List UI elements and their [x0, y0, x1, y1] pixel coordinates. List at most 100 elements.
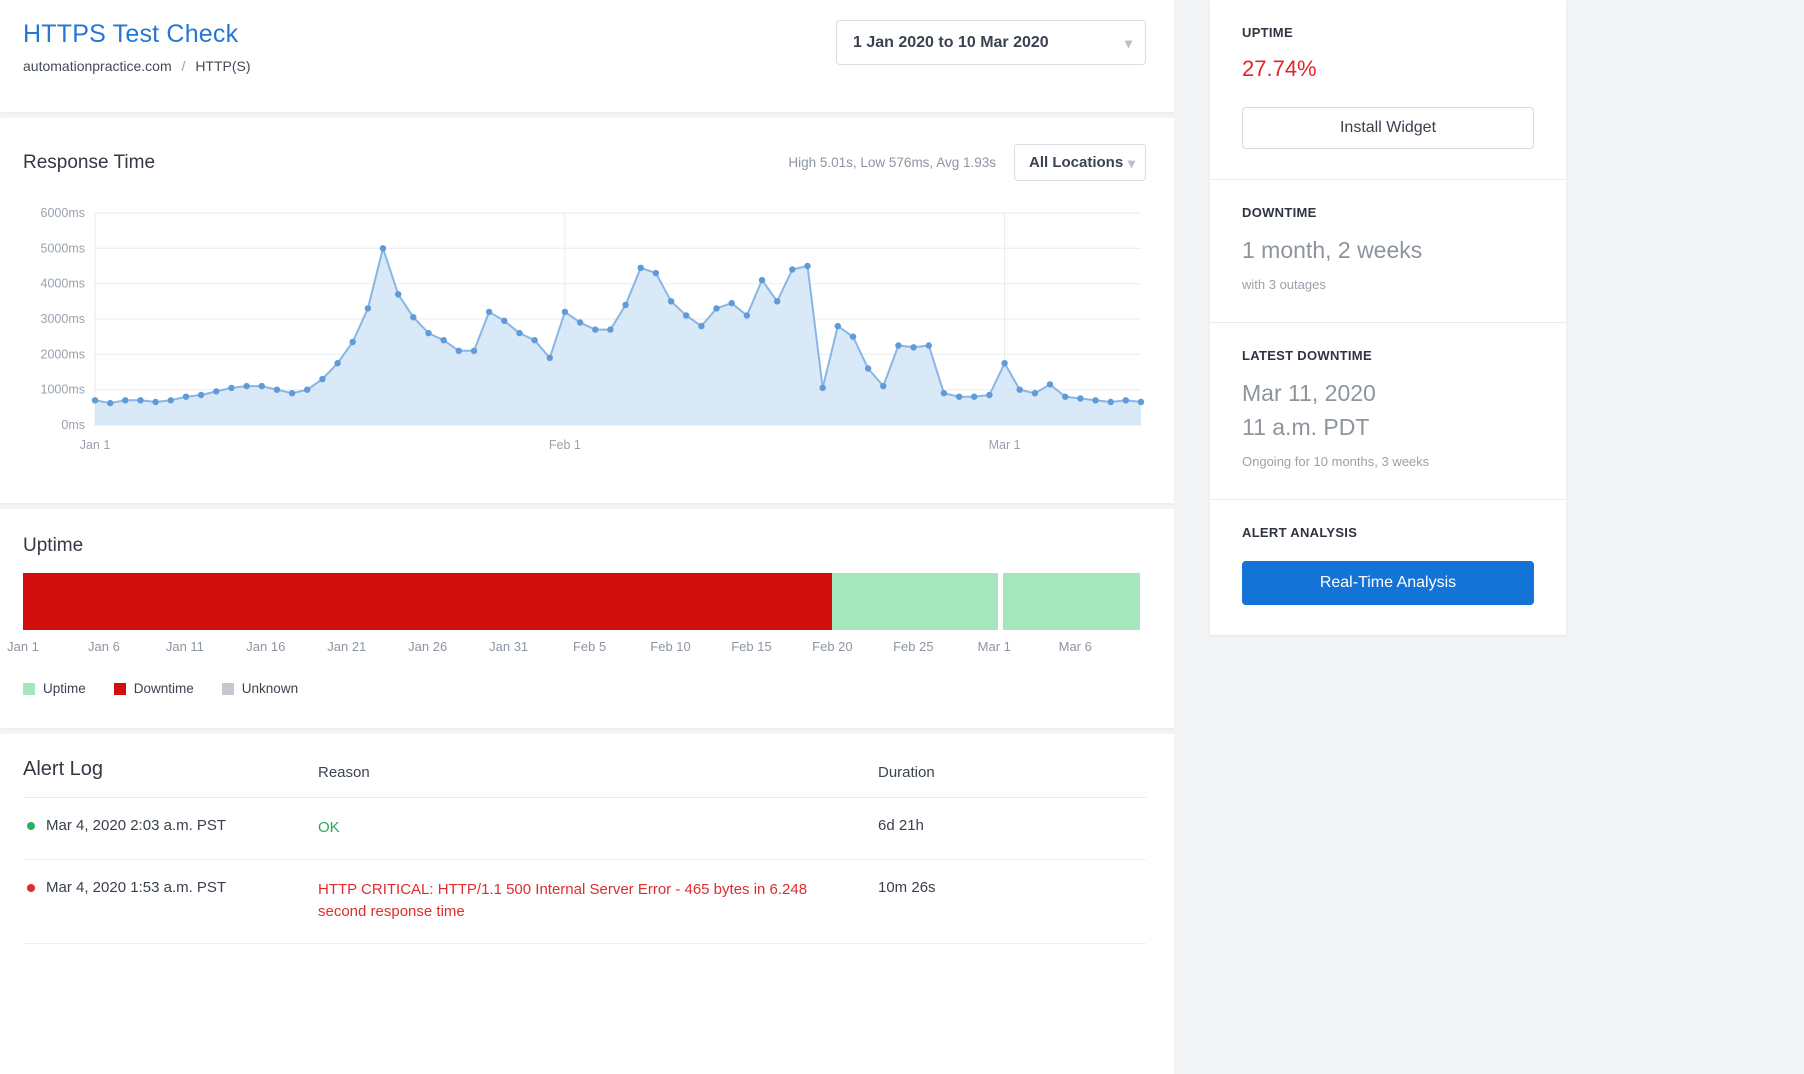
alert-log-section: Alert Log Reason Duration Mar 4, 2020 2:… — [0, 734, 1174, 1074]
uptime-axis-label: Jan 21 — [327, 639, 367, 654]
data-point — [349, 338, 356, 346]
alert-reason: OK — [318, 819, 340, 836]
x-axis-label: Feb 1 — [549, 438, 581, 452]
alert-log-rows: Mar 4, 2020 2:03 a.m. PST OK 6d 21h Mar 4, … — [23, 798, 1146, 944]
alert-analysis: ALERT ANALYSIS Real-Time Analysis — [1210, 499, 1566, 635]
downtime-outages: with 3 outages — [1242, 277, 1326, 293]
legend-swatch — [23, 682, 35, 695]
data-point — [1107, 398, 1114, 406]
legend-item-downtime: Downtime — [113, 681, 194, 696]
response-time-stats: High 5.01s, Low 576ms, Avg 1.93s — [788, 155, 996, 170]
data-point — [455, 347, 462, 354]
data-point — [485, 308, 493, 316]
alert-duration: 10m 26s — [878, 878, 936, 896]
uptime-legend: Uptime Downtime Unknown — [23, 681, 1140, 696]
data-point — [561, 308, 569, 316]
downtime-duration: 1 month, 2 weeks — [1242, 237, 1423, 263]
data-point — [789, 266, 796, 273]
chevron-down-icon: ▾ — [1124, 34, 1132, 51]
data-point — [152, 398, 159, 406]
y-axis-label: 1000ms — [41, 383, 85, 397]
latest-downtime-summary: LATEST DOWNTIME Mar 11, 2020 11 a.m. PDT… — [1210, 322, 1566, 499]
data-point — [1092, 397, 1099, 404]
legend-label: Uptime — [43, 681, 86, 696]
uptime-axis-label: Feb 15 — [731, 639, 772, 654]
data-point — [652, 269, 660, 277]
data-point — [425, 329, 432, 337]
data-point — [834, 322, 841, 330]
latest-downtime-value: Mar 11, 2020 11 a.m. PDT — [1242, 377, 1534, 444]
data-point — [758, 276, 766, 284]
data-point — [940, 390, 948, 397]
data-point — [334, 360, 341, 367]
status-dot-up — [27, 822, 35, 830]
data-point — [819, 384, 826, 392]
alert-analysis-label: ALERT ANALYSIS — [1242, 525, 1358, 541]
data-point — [804, 262, 811, 270]
data-point — [728, 299, 735, 307]
data-point — [440, 337, 447, 344]
data-point — [637, 264, 644, 271]
x-axis-label: Mar 1 — [989, 438, 1021, 452]
chart-line — [94, 244, 1142, 405]
uptime-axis-label: Jan 1 — [7, 639, 39, 654]
location-filter-value: All Locations — [1029, 154, 1124, 171]
breadcrumb-site[interactable]: automationpractice.com — [23, 58, 172, 74]
main-column: HTTPS Test Check automationpractice.com … — [0, 0, 1174, 1074]
section-title-alert-log: Alert Log — [23, 758, 104, 780]
data-point — [501, 317, 508, 324]
data-point — [683, 312, 690, 319]
data-point — [395, 291, 402, 298]
summary-sidebar: UPTIME 27.74% Install Widget DOWNTIME 1 … — [1210, 0, 1566, 636]
breadcrumb-check-type: HTTP(S) — [195, 58, 251, 74]
data-point — [1137, 398, 1145, 406]
data-point — [182, 393, 190, 400]
downtime-summary: DOWNTIME 1 month, 2 weeks with 3 outages — [1210, 179, 1566, 322]
real-time-analysis-button[interactable]: Real-Time Analysis — [1242, 561, 1534, 606]
data-point — [849, 333, 857, 340]
latest-downtime-time: 11 a.m. PDT — [1242, 413, 1370, 440]
install-widget-button[interactable]: Install Widget — [1242, 107, 1534, 149]
chart-area-fill — [95, 248, 1141, 425]
alert-duration: 6d 21h — [878, 817, 924, 834]
data-point — [288, 390, 296, 397]
uptime-axis-label: Jan 11 — [165, 639, 204, 654]
data-point — [895, 342, 902, 349]
latest-downtime-note: Ongoing for 10 months, 3 weeks — [1242, 454, 1430, 470]
uptime-summary: UPTIME 27.74% Install Widget — [1210, 0, 1566, 179]
data-point — [910, 344, 917, 351]
uptime-percentage: 27.74% — [1242, 56, 1317, 81]
uptime-axis-label: Jan 6 — [88, 639, 120, 654]
x-axis-label: Jan 1 — [80, 438, 111, 452]
data-point — [774, 298, 781, 305]
uptime-axis-label: Feb 10 — [650, 639, 691, 654]
data-point — [319, 375, 326, 383]
alert-timestamp: Mar 4, 2020 2:03 a.m. PST — [23, 817, 318, 840]
data-point — [971, 393, 978, 400]
uptime-bar-segment-uptime — [832, 573, 999, 630]
uptime-label: UPTIME — [1242, 25, 1293, 40]
alert-timestamp: Mar 4, 2020 1:53 a.m. PST — [23, 879, 318, 924]
check-title-block: HTTPS Test Check automationpractice.com … — [23, 20, 251, 74]
location-filter-select[interactable]: All Locations ▾ — [1014, 144, 1146, 181]
data-point — [137, 397, 144, 404]
data-point — [955, 393, 963, 400]
data-point — [986, 391, 993, 399]
y-axis-label: 6000ms — [41, 206, 85, 220]
column-header-reason: Reason — [318, 764, 370, 781]
data-point — [213, 388, 220, 395]
data-point — [576, 319, 584, 326]
uptime-axis-label: Jan 26 — [408, 639, 448, 654]
data-point — [592, 326, 599, 333]
data-point — [243, 382, 250, 390]
data-point — [1077, 395, 1084, 402]
data-point — [1122, 397, 1130, 404]
uptime-bar — [23, 573, 1140, 630]
date-range-select[interactable]: 1 Jan 2020 to 10 Mar 2020 ▾ — [836, 20, 1146, 65]
data-point — [516, 329, 523, 337]
uptime-section: Uptime Jan 1 Jan 6 Jan 11 Jan 16 Jan 21 Jan 2… — [0, 509, 1174, 728]
date-range-value: 1 Jan 2020 to 10 Mar 2020 — [853, 33, 1049, 51]
uptime-axis-label: Mar 6 — [1058, 639, 1092, 654]
latest-downtime-label: LATEST DOWNTIME — [1242, 348, 1372, 364]
data-point — [713, 305, 720, 312]
